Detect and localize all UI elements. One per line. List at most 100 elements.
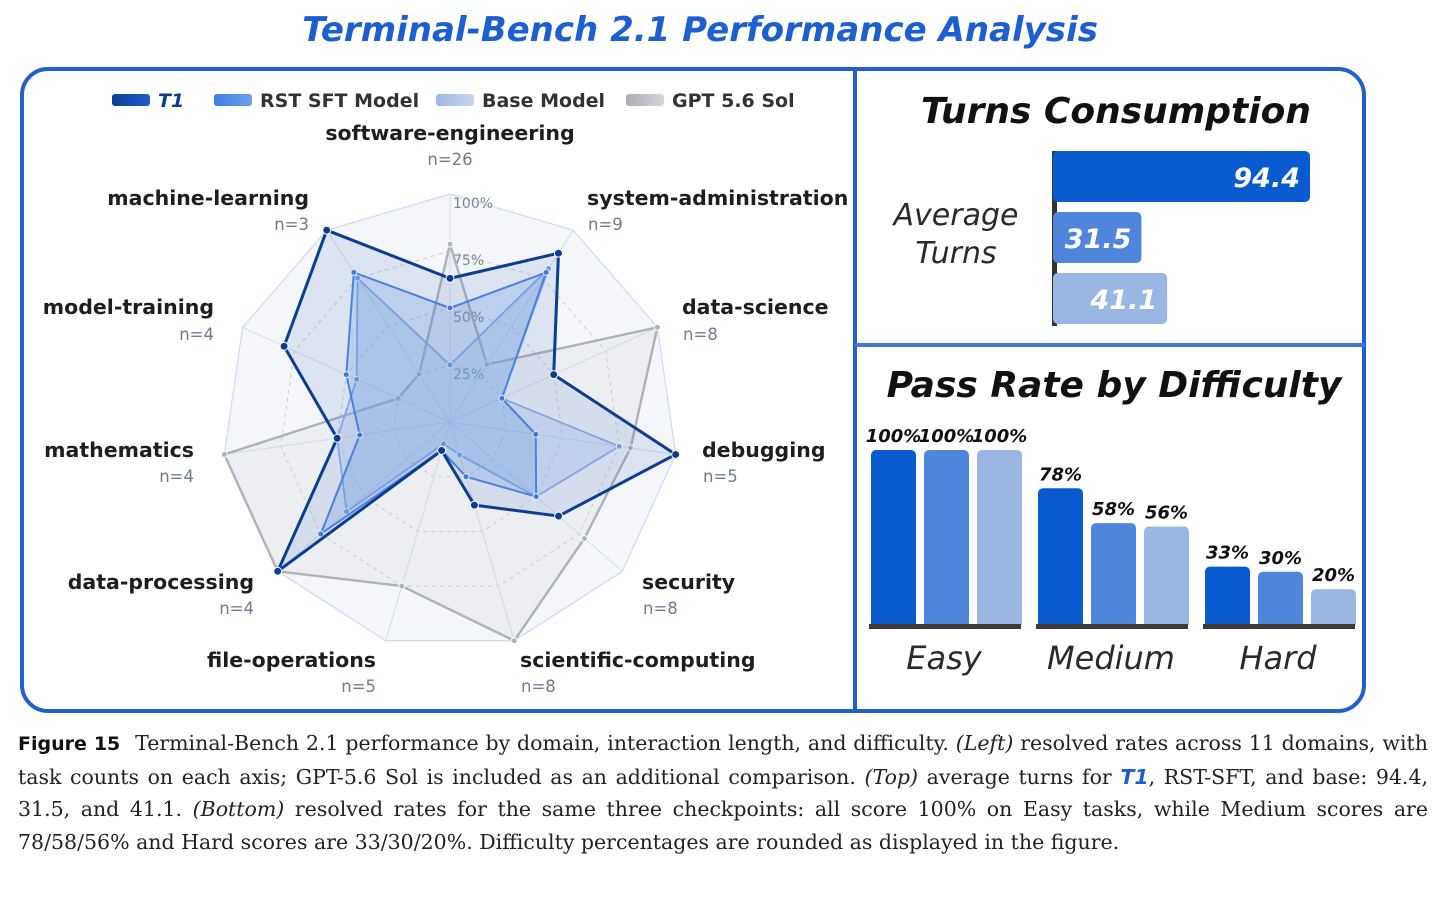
radar-point [332,433,342,443]
radar-axis-label: model-training [43,295,214,319]
radar-point [445,273,455,283]
turns-title: Turns Consumption [921,91,1311,132]
radar-point [446,361,454,369]
pass-bar [924,450,969,628]
caption-figure-label: Figure 15 [18,733,121,755]
radar-point [532,430,540,438]
legend-label: GPT 5.6 Sol [672,90,795,112]
radar-axis-label: system-administration [587,186,848,210]
radar-point [437,445,447,455]
turns-ylabel-line: Average [892,198,1019,233]
pass-axis-line [1203,624,1355,629]
pass-bar-label: 78% [1039,464,1082,485]
radar-axis-label: debugging [702,438,826,462]
pass-bar [1091,523,1136,628]
pass-bar [1144,526,1189,628]
caption-part5: resolved rates for the same three checkp… [18,797,1428,854]
radar-point [273,566,283,576]
pass-bar-label: 56% [1145,503,1188,524]
pass-rate-chart: Pass Rate by Difficulty 100%100%100%Easy… [866,365,1356,677]
radar-ring-label: 75% [453,253,484,269]
turns-bars: 94.4 31.5 41.1 [1053,151,1310,324]
radar-point [498,394,506,402]
pass-bar-label: 100% [972,426,1028,447]
legend-swatch [112,94,150,106]
radar-spoke [449,229,574,423]
radar-spoke [326,229,451,423]
figure-caption: Figure 15 Terminal-Bench 2.1 performance… [18,727,1428,858]
radar-point [462,473,470,481]
radar-point [446,240,454,248]
radar-point [350,268,358,276]
turns-bar-label: 94.4 [1233,163,1300,194]
radar-series [220,225,681,645]
radar-point [653,323,661,331]
turns-bar-label: 41.1 [1090,285,1158,316]
radar-axis-label: security [642,570,735,594]
radar-point [627,444,635,452]
radar-point [580,534,588,542]
pass-bar [1258,571,1303,628]
radar-point [483,360,491,368]
radar-point [549,370,559,380]
radar-axis-count: n=8 [683,325,718,344]
panel-divider-vertical [853,67,857,713]
radar-ring-label: 25% [453,367,484,383]
radar-point [322,225,332,235]
radar-point [456,451,464,459]
legend-label: RST SFT Model [260,90,419,112]
turns-ylabel: Average Turns [892,198,1019,271]
radar-series-rst-sft-model [319,271,548,535]
legend-swatch [214,94,252,106]
turns-bar [1053,273,1168,324]
radar-point [279,341,289,351]
radar-axis-label: file-operations [207,648,376,672]
pass-bar-label: 100% [919,426,975,447]
radar-axis-count: n=4 [219,599,254,618]
radar-point [398,582,406,590]
turns-ylabel-line: Turns [915,236,996,271]
radar-ring-label: 100% [453,196,493,212]
caption-part2: resolved rates across 11 domains, with t… [18,731,1428,789]
radar-spoke [449,421,515,641]
legend-label: Base Model [482,90,605,112]
radar-axis-count: n=8 [643,599,678,618]
figure-frame [20,67,1366,713]
pass-category-label: Medium [1047,639,1175,677]
radar-axis-label: scientific-computing [520,648,756,672]
radar-point [532,493,540,501]
pass-bar [1311,589,1356,628]
pass-category-label: Easy [906,639,983,677]
radar-chart: T1 RST SFT Model Base Model GPT 5.6 Sol 25%… [43,90,849,696]
radar-point [353,375,361,383]
radar-spoke [449,421,676,455]
caption-t1: T1 [1120,764,1149,789]
pass-bar-label: 20% [1312,565,1355,586]
pass-bar-label: 100% [866,426,922,447]
radar-axis-label: data-processing [68,570,254,594]
radar-axis-count: n=5 [341,677,376,696]
turns-chart: Turns Consumption Average Turns 94.4 31.5 4… [892,91,1311,326]
pass-bar [1205,566,1250,628]
radar-axis-label: mathematics [44,438,194,462]
radar-axis-label: machine-learning [107,186,309,210]
caption-part4: , RST-SFT, and base: 94.4, 31.5, and 41.… [18,764,1429,822]
radar-point [343,508,351,516]
radar-point [615,442,623,450]
pass-category-label: Hard [1239,639,1317,677]
pass-bar-label: 33% [1206,543,1249,564]
caption-left-tag: (Left) [955,731,1014,755]
turns-bar [1053,212,1142,263]
radar-axis-labels: software-engineering n=26 system-administr… [43,121,849,696]
pass-bar-label: 58% [1092,499,1135,520]
radar-ring [280,250,620,587]
radar-series-t1 [276,228,678,573]
radar-axis-count: n=4 [179,325,214,344]
radar-axis-count: n=26 [427,150,472,169]
radar-axis-count: n=9 [588,215,623,234]
pass-bar-label: 30% [1259,548,1302,569]
pass-bar [1038,488,1083,628]
legend-swatch [436,94,474,106]
pass-bar [977,450,1022,628]
